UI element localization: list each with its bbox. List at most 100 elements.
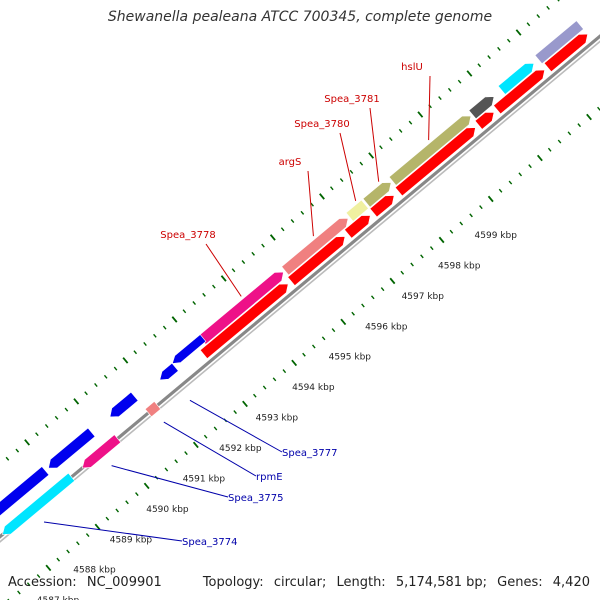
inner-tick-mark	[272, 377, 277, 382]
cds-forward-arrow	[369, 195, 395, 218]
leader-line	[339, 132, 357, 202]
inner-tick-mark	[203, 434, 208, 439]
gene-label: Spea_3774	[182, 537, 237, 548]
gene-label: Spea_3780	[294, 119, 349, 130]
outer-tick-mark	[438, 96, 442, 101]
outer-tick-mark	[310, 202, 314, 207]
outer-tick-mark	[64, 407, 69, 412]
outer-tick-mark	[280, 227, 285, 232]
outer-tick-mark	[546, 5, 550, 10]
scale-label: 4588 kbp	[73, 566, 116, 576]
inner-tick-mark	[192, 441, 199, 449]
outer-tick-mark	[368, 152, 375, 159]
gene-hslv	[468, 96, 495, 120]
outer-tick-mark	[466, 70, 473, 77]
inner-tick-mark	[410, 262, 414, 267]
outer-tick-mark	[231, 268, 236, 273]
outer-tick-mark	[24, 439, 31, 446]
inner-tick-mark	[321, 336, 326, 341]
outer-tick-mark	[557, 0, 560, 2]
inner-tick-mark	[253, 393, 257, 398]
outer-tick-mark	[269, 234, 276, 241]
inner-tick-mark	[479, 205, 483, 210]
outer-tick-mark	[171, 316, 178, 323]
inner-tick-mark	[469, 213, 473, 218]
outer-tick-mark	[319, 193, 325, 200]
leader-line	[111, 465, 229, 498]
genome-summary: Topology: circular; Length: 5,174,581 bp…	[203, 575, 590, 590]
outer-tick-mark	[300, 210, 305, 215]
leader-line	[163, 421, 257, 477]
inner-tick-mark	[536, 154, 543, 162]
inner-tick-mark	[557, 139, 562, 144]
scale-label: 4590 kbp	[146, 505, 189, 515]
accession-value: NC_009901	[86, 575, 162, 590]
inner-tick-mark	[577, 123, 582, 128]
outer-tick-mark	[182, 309, 187, 314]
outer-tick-mark	[73, 398, 80, 405]
inner-tick-mark	[26, 582, 31, 587]
accession-label: Accession:	[8, 575, 77, 590]
inner-tick-mark	[459, 221, 464, 226]
outer-tick-mark	[477, 63, 482, 68]
inner-tick-mark	[547, 147, 552, 152]
leader-line	[205, 243, 242, 297]
inner-tick-mark	[311, 344, 316, 349]
gene-label: Spea_3778	[160, 230, 215, 241]
length-label: Length:	[336, 575, 386, 590]
gene-rpme	[144, 400, 162, 418]
outer-tick-mark	[251, 251, 255, 256]
topology-value: circular;	[273, 575, 327, 590]
outer-tick-mark	[94, 383, 98, 387]
outer-tick-mark	[388, 137, 393, 142]
cds-forward-arrow	[493, 69, 546, 115]
scale-label: 4594 kbp	[292, 383, 335, 393]
outer-tick-mark	[447, 87, 452, 92]
inner-tick-mark	[143, 482, 150, 490]
leader-line	[307, 170, 314, 237]
scale-label: 4596 kbp	[365, 322, 408, 332]
inner-tick-mark	[174, 459, 179, 464]
inner-tick-mark	[389, 277, 396, 285]
scale-label: 4593 kbp	[256, 414, 299, 424]
inner-tick-mark	[135, 492, 139, 497]
map-title: Shewanella pealeana ATCC 700345, complet…	[107, 9, 493, 25]
outer-tick-mark	[329, 186, 334, 191]
scale-label: 4587 kbp	[37, 596, 80, 600]
outer-tick-mark	[162, 325, 167, 330]
outer-tick-mark	[515, 29, 522, 36]
inner-tick-mark	[262, 385, 267, 390]
leader-line	[428, 75, 431, 141]
inner-tick-mark	[213, 426, 218, 431]
inner-tick-mark	[380, 287, 385, 292]
gene-label: argS	[279, 157, 302, 168]
gene-label: Spea_3775	[228, 493, 283, 504]
inner-tick-mark	[291, 359, 298, 367]
leader-line	[189, 399, 283, 453]
inner-tick-mark	[518, 172, 523, 177]
gene-label: Spea_3777	[282, 448, 337, 459]
inner-tick-mark	[282, 369, 287, 374]
scale-label: 4591 kbp	[183, 474, 226, 484]
inner-tick-mark	[498, 188, 503, 193]
scale-label: 4589 kbp	[110, 535, 153, 545]
inner-tick-mark	[76, 541, 80, 546]
scale-label: 4597 kbp	[402, 292, 445, 302]
inner-tick-mark	[361, 303, 365, 308]
gene-label: rpmE	[256, 472, 283, 483]
gene-spea-3780	[362, 182, 392, 208]
gene-spea-3777	[159, 362, 179, 381]
inner-tick-mark	[164, 467, 169, 472]
outer-tick-mark	[349, 169, 354, 174]
gene-reverse	[0, 466, 50, 517]
inner-tick-mark	[586, 113, 592, 121]
inner-tick-mark	[567, 131, 572, 136]
scale-label: 4595 kbp	[329, 353, 372, 363]
inner-tick-mark	[184, 451, 188, 456]
gene-segment	[345, 199, 369, 222]
outer-tick-mark	[5, 456, 10, 461]
outer-tick-mark	[457, 79, 462, 84]
outer-tick-mark	[359, 161, 364, 166]
